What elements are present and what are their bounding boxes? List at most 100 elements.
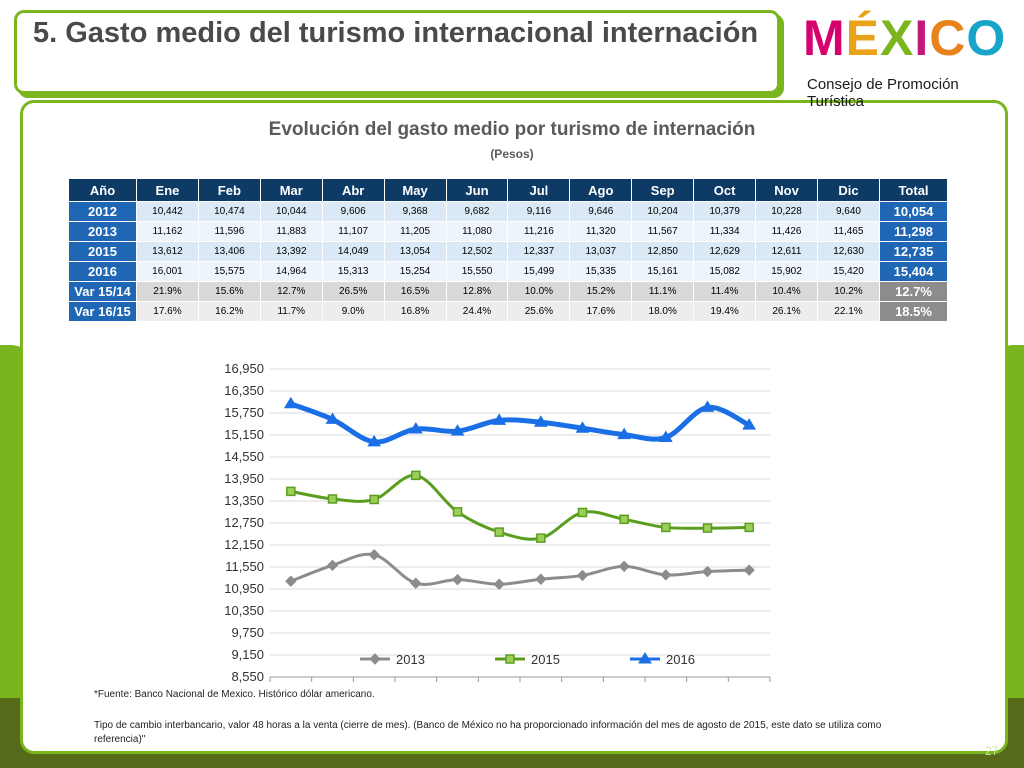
table-cell: 10,442 — [136, 201, 199, 222]
chart-subtitle: (Pesos) — [490, 147, 534, 161]
data-point-2016 — [575, 421, 590, 433]
legend-marker-2016 — [638, 652, 652, 664]
table-cell: 15,161 — [631, 261, 695, 282]
table-cell: 15,902 — [755, 261, 818, 282]
logo-word: MÉXICO — [803, 6, 1006, 70]
variation-cell: 25.6% — [507, 301, 571, 322]
table-row: 2016 16,001 15,575 14,964 15,313 15,254 15,550… — [68, 261, 948, 282]
y-tick-label: 16,950 — [224, 361, 264, 376]
table-cell: 12,630 — [816, 241, 881, 262]
table-cell: 13,612 — [136, 241, 199, 262]
table-cell: 15,575 — [197, 261, 261, 282]
variation-label: Var 15/14 — [68, 281, 137, 302]
table-cell: 15,082 — [693, 261, 757, 282]
table-cell: 12,337 — [507, 241, 571, 262]
column-header: May — [383, 178, 447, 202]
table-cell: 12,611 — [755, 241, 818, 262]
column-header: Oct — [693, 178, 757, 202]
slide-title: 5. Gasto medio del turismo internacional… — [33, 17, 759, 49]
data-point-2015 — [702, 523, 713, 533]
data-point-2015 — [411, 470, 421, 481]
y-tick-label: 13,350 — [224, 493, 264, 508]
table-row: 2015 13,612 13,406 13,392 14,049 13,054 12,502… — [68, 241, 948, 262]
row-total: 10,054 — [879, 201, 948, 222]
table-cell: 15,313 — [321, 261, 385, 282]
table-cell: 13,392 — [259, 241, 323, 262]
table-cell: 9,646 — [569, 201, 633, 222]
row-year-label: 2015 — [68, 241, 137, 262]
column-header: Dic — [816, 178, 881, 202]
data-point-2013 — [535, 573, 547, 585]
column-header: Jul — [507, 178, 571, 202]
data-point-2015 — [452, 507, 463, 517]
title-box: 5. Gasto medio del turismo internacional… — [14, 10, 780, 94]
table-cell: 15,254 — [383, 261, 447, 282]
row-total: 11,298 — [879, 221, 948, 242]
page-number: 27 — [985, 744, 999, 758]
logo-letter-x: X — [880, 10, 915, 66]
data-point-2013 — [743, 564, 755, 576]
table-cell: 9,368 — [383, 201, 447, 222]
variation-cell: 16.5% — [383, 281, 447, 302]
variation-cell: 9.0% — [321, 301, 385, 322]
data-point-2015 — [744, 522, 754, 533]
variation-cell: 16.8% — [383, 301, 447, 322]
table-cell: 9,640 — [816, 201, 881, 222]
data-point-2015 — [369, 494, 379, 505]
data-point-2016 — [492, 413, 507, 425]
data-point-2016 — [617, 427, 632, 440]
data-point-2016 — [367, 434, 382, 447]
column-header: Ene — [136, 178, 199, 202]
table-cell: 11,320 — [569, 221, 633, 242]
exchange-rate-note: Tipo de cambio interbancario, valor 48 h… — [94, 720, 882, 745]
logo-letter-c: C — [929, 10, 967, 66]
table-cell: 11,567 — [631, 221, 695, 242]
data-point-2015 — [327, 494, 338, 504]
column-header: Ago — [569, 178, 633, 202]
data-point-2015 — [619, 514, 629, 525]
table-cell: 11,426 — [755, 221, 818, 242]
table-cell: 12,629 — [693, 241, 757, 262]
legend-label: 2013 — [396, 652, 425, 667]
mexico-logo: MÉXICO Consejo de Promoción Turística — [803, 6, 1018, 110]
column-header: Feb — [197, 178, 261, 202]
table-cell: 15,420 — [816, 261, 881, 282]
table-cell: 10,044 — [259, 201, 323, 222]
table-cell: 12,850 — [631, 241, 695, 262]
column-header: Año — [68, 178, 137, 202]
y-tick-label: 15,150 — [224, 427, 264, 442]
row-year-label: 2012 — [68, 201, 137, 222]
table-cell: 10,474 — [197, 201, 261, 222]
data-point-2015 — [494, 527, 504, 537]
column-header: Sep — [631, 178, 695, 202]
variation-cell: 10.2% — [816, 281, 881, 302]
variation-cell: 12.8% — [445, 281, 509, 302]
variation-cell: 11.7% — [259, 301, 323, 322]
legend-label: 2015 — [531, 652, 560, 667]
data-point-2013 — [618, 560, 630, 573]
table-cell: 11,216 — [507, 221, 571, 242]
data-point-2016 — [533, 415, 548, 427]
data-point-2013 — [326, 559, 339, 572]
column-header: Abr — [321, 178, 385, 202]
data-point-2013 — [660, 569, 672, 581]
variation-cell: 11.4% — [693, 281, 757, 302]
logo-letter-e: É — [845, 10, 881, 66]
chart-title: Evolución del gasto medio por turismo de… — [268, 119, 756, 140]
series-line-2016 — [289, 401, 751, 445]
table-row: 2012 10,442 10,474 10,044 9,606 9,368 9,682 9,1… — [68, 201, 948, 222]
y-tick-label: 12,750 — [224, 515, 264, 530]
variation-cell: 26.1% — [755, 301, 818, 322]
table-cell: 13,037 — [569, 241, 633, 262]
table-cell: 16,001 — [136, 261, 199, 282]
y-tick-label: 10,350 — [224, 603, 264, 618]
variation-cell: 15.6% — [197, 281, 261, 302]
series-line-2015 — [290, 473, 750, 541]
legend-marker-2013 — [369, 653, 381, 665]
variation-label: Var 16/15 — [68, 301, 137, 322]
column-header: Nov — [755, 178, 818, 202]
table-cell: 14,049 — [321, 241, 385, 262]
table-cell: 15,550 — [445, 261, 509, 282]
variation-cell: 10.0% — [507, 281, 571, 302]
table-cell: 13,054 — [383, 241, 447, 262]
